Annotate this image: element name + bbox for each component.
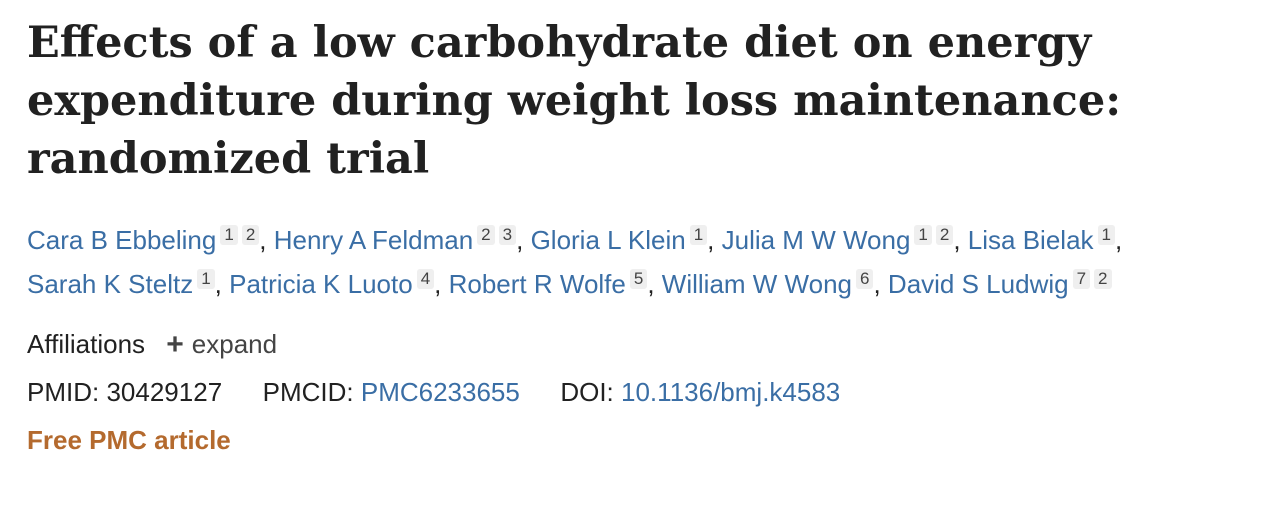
affiliation-ref[interactable]: 1	[197, 269, 215, 289]
article-title: Effects of a low carbohydrate diet on en…	[27, 18, 1122, 184]
author-separator: ,	[647, 269, 662, 299]
author-link[interactable]: Lisa Bielak	[967, 225, 1094, 255]
author-separator: ,	[434, 269, 449, 299]
affiliation-ref[interactable]: 4	[416, 269, 435, 289]
author-link[interactable]: Sarah K Steltz	[27, 269, 194, 299]
affiliation-ref[interactable]: 6	[856, 269, 874, 289]
author-link[interactable]: Robert R Wolfe	[448, 269, 626, 299]
affiliation-ref[interactable]: 1	[689, 225, 708, 245]
affiliation-ref[interactable]: 1	[914, 225, 932, 245]
affiliations-label: Affiliations	[27, 329, 146, 359]
article-header: Effects of a low carbohydrate diet on en…	[27, 14, 1267, 458]
author-link[interactable]: Henry A Feldman	[273, 225, 474, 255]
author-separator: ,	[953, 225, 968, 255]
author-separator: ,	[1115, 225, 1123, 255]
author-list: Cara B Ebbeling 1 2, Henry A Feldman 2 3, Gl…	[27, 218, 1267, 306]
author-separator: ,	[707, 225, 722, 255]
affiliations-expand-button[interactable]: + expand	[166, 328, 278, 361]
affiliation-ref[interactable]: 7	[1072, 269, 1091, 289]
affiliation-ref[interactable]: 1	[1097, 225, 1115, 245]
affiliations-row: Affiliations + expand	[27, 326, 1267, 362]
author-separator: ,	[516, 225, 531, 255]
plus-icon: +	[166, 328, 184, 361]
author-link[interactable]: Gloria L Klein	[530, 225, 686, 255]
identifiers-row: PMID: 30429127 PMCID: PMC6233655 DOI: 10…	[27, 374, 1267, 410]
author-link[interactable]: Julia M W Wong	[721, 225, 911, 255]
author-link[interactable]: William W Wong	[661, 269, 852, 299]
pmid-label: PMID:	[27, 377, 100, 407]
affiliation-ref[interactable]: 2	[935, 225, 954, 245]
author-separator: ,	[259, 225, 274, 255]
affiliation-ref[interactable]: 1	[220, 225, 238, 245]
author-separator: ,	[214, 269, 230, 299]
expand-label: expand	[191, 329, 278, 359]
free-pmc-article-badge: Free PMC article	[27, 425, 231, 455]
affiliation-ref[interactable]: 2	[1094, 269, 1112, 289]
affiliation-ref[interactable]: 3	[498, 225, 517, 245]
author-link[interactable]: David S Ludwig	[887, 269, 1069, 299]
doi-link[interactable]: 10.1136/bmj.k4583	[621, 377, 841, 407]
affiliation-ref[interactable]: 2	[241, 225, 260, 245]
author-link[interactable]: Cara B Ebbeling	[27, 225, 217, 255]
author-link[interactable]: Patricia K Luoto	[229, 269, 413, 299]
author-separator: ,	[873, 269, 888, 299]
pmid-value: 30429127	[106, 377, 223, 407]
affiliation-ref[interactable]: 5	[629, 269, 648, 289]
pmcid-label: PMCID:	[262, 377, 354, 407]
affiliation-ref[interactable]: 2	[477, 225, 495, 245]
pmcid-link[interactable]: PMC6233655	[360, 377, 520, 407]
doi-label: DOI:	[560, 377, 614, 407]
